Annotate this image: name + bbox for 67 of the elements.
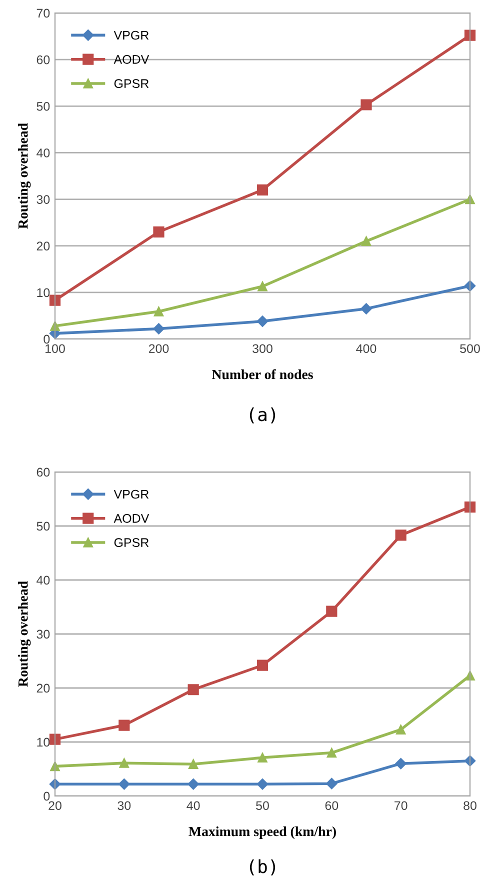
x-tick-label: 200: [148, 344, 169, 354]
text: (a): [250, 407, 276, 424]
y-tick-label: 30: [36, 195, 50, 204]
x-tick-label: 50: [256, 801, 269, 810]
x-tick-label: 60: [325, 801, 338, 810]
point: [396, 724, 406, 734]
x-tick-label: 300: [252, 344, 272, 354]
point: [188, 759, 198, 769]
legend-label: AODV: [114, 54, 150, 64]
point: [50, 321, 60, 331]
point: [361, 236, 372, 246]
y-tick-label: 0: [44, 334, 50, 344]
point: [256, 660, 268, 671]
y-tick-label: 20: [36, 684, 50, 693]
point: [395, 530, 406, 541]
legend-label: AODV: [114, 514, 150, 523]
text: (b): [250, 859, 276, 876]
y-axis-title: Routing overhead: [18, 123, 31, 229]
point: [119, 758, 130, 768]
point: [153, 323, 164, 334]
y-tick-label: 50: [36, 522, 50, 531]
y-tick-label: 10: [37, 288, 50, 298]
y-tick-label: 0: [44, 792, 50, 801]
point: [464, 30, 476, 41]
y-tick-label: 50: [36, 102, 50, 111]
point: [256, 778, 268, 790]
point: [154, 306, 164, 316]
point: [326, 606, 338, 617]
legend-label: GPSR: [114, 538, 149, 547]
point: [118, 778, 130, 790]
point: [256, 184, 268, 196]
y-tick-label: 20: [36, 242, 50, 251]
x-axis-title: Maximum speed (km/hr): [188, 826, 336, 839]
point: [49, 294, 61, 306]
legend-label: GPSR: [114, 79, 149, 88]
point: [395, 758, 406, 770]
point: [326, 748, 337, 758]
point: [153, 226, 164, 238]
point: [258, 282, 268, 292]
point: [256, 316, 268, 327]
point: [464, 502, 476, 513]
point: [326, 778, 338, 790]
point: [360, 99, 372, 110]
x-tick-label: 100: [46, 344, 65, 354]
point: [258, 752, 268, 763]
y-tick-label: 70: [36, 8, 50, 18]
x-tick-label: 40: [186, 801, 200, 810]
y-tick-label: 40: [36, 576, 50, 585]
x-tick-label: 70: [394, 801, 408, 810]
point: [188, 684, 199, 696]
x-tick-label: 30: [118, 801, 131, 810]
y-tick-label: 60: [36, 468, 50, 477]
y-tick-label: 60: [36, 55, 50, 64]
x-axis-title: Number of nodes: [212, 369, 313, 380]
x-tick-label: 500: [460, 344, 480, 354]
legend-label: VPGR: [114, 490, 149, 499]
legend-label: VPGR: [114, 30, 149, 40]
y-tick-label: 30: [36, 630, 50, 639]
x-tick-label: 400: [356, 344, 376, 354]
y-tick-label: 40: [36, 148, 50, 158]
y-axis-title: Routing overhead: [18, 581, 31, 687]
x-tick-label: 80: [464, 801, 476, 810]
point: [360, 303, 372, 314]
point: [188, 778, 199, 790]
y-tick-label: 10: [37, 738, 50, 747]
point: [49, 734, 61, 745]
point: [118, 720, 130, 731]
